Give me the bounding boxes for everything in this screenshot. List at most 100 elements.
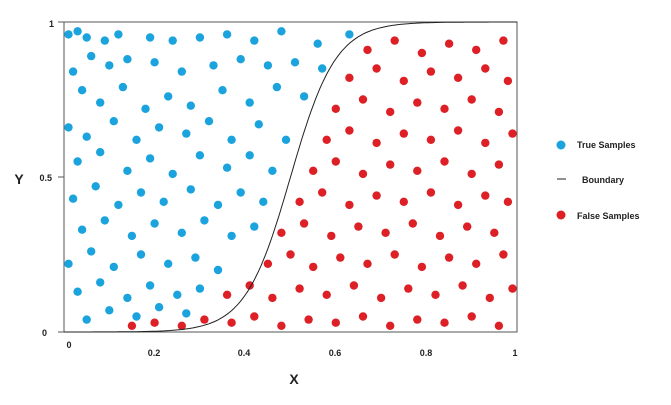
false-sample-point-6 [277,321,286,330]
false-sample-point-21 [376,293,386,303]
false-sample-point-45 [490,228,499,237]
legend-true-marker [556,140,566,150]
x-tick-label-0-4: 0.4 [238,348,251,358]
false-sample-point-40 [354,222,363,231]
true-sample-point-17 [150,58,159,67]
false-sample-point-19 [322,290,331,299]
false-sample-point-0 [127,321,137,330]
false-sample-point-48 [345,200,354,210]
false-sample-point-88 [444,39,454,48]
false-sample-point-65 [372,138,381,148]
true-sample-point-29 [186,101,195,110]
true-sample-point-62 [77,225,87,234]
true-sample-point-24 [77,86,87,95]
true-sample-point-87 [182,309,191,318]
false-sample-point-67 [426,135,436,144]
false-sample-point-36 [499,250,508,259]
false-sample-point-35 [472,259,481,268]
false-sample-point-66 [399,129,408,138]
true-sample-point-16 [123,55,132,64]
false-sample-point-75 [440,104,449,114]
true-sample-point-78 [96,278,105,287]
true-sample-point-9 [250,36,259,45]
true-sample-point-26 [118,82,128,92]
false-sample-point-44 [463,222,472,231]
false-sample-point-27 [263,259,273,268]
false-sample-point-50 [399,197,408,206]
false-sample-point-13 [467,312,476,321]
false-sample-point-90 [499,36,508,45]
false-sample-point-74 [413,98,422,107]
x-tick-label-0-8: 0.8 [420,348,433,358]
x-tick-label-0-2: 0.2 [148,348,161,358]
false-sample-point-69 [481,138,490,148]
false-sample-point-41 [381,228,390,237]
true-sample-point-34 [64,123,73,132]
false-sample-point-22 [404,284,413,293]
true-sample-point-43 [281,135,291,144]
true-sample-point-1 [73,27,82,36]
false-sample-point-84 [503,76,513,86]
true-sample-point-72 [109,262,119,272]
false-sample-point-63 [322,135,331,144]
true-sample-point-55 [114,200,123,210]
true-sample-point-67 [200,216,209,225]
true-sample-point-14 [87,51,96,61]
true-sample-point-36 [109,117,119,126]
false-sample-point-32 [390,250,399,259]
false-sample-point-52 [453,200,463,210]
false-sample-point-12 [440,318,449,327]
true-sample-point-47 [145,154,155,163]
false-sample-point-71 [331,104,340,114]
true-sample-point-74 [164,259,173,268]
true-sample-point-25 [96,98,105,107]
true-sample-point-44 [73,157,82,166]
true-sample-point-2 [82,33,91,42]
true-sample-point-11 [313,39,322,48]
false-sample-point-76 [467,95,476,104]
true-sample-point-21 [263,61,273,70]
true-sample-point-80 [145,281,155,290]
false-sample-point-85 [363,45,372,55]
true-sample-point-54 [91,182,100,191]
false-sample-point-29 [309,262,318,272]
false-sample-point-18 [295,284,304,293]
false-sample-point-11 [413,315,422,324]
true-sample-point-77 [73,287,82,296]
true-sample-point-86 [154,303,164,312]
false-sample-point-28 [286,250,295,259]
false-sample-point-38 [299,219,309,228]
true-sample-point-64 [127,231,137,241]
legend-boundary-label: Boundary [582,175,624,185]
false-sample-point-61 [467,169,476,179]
true-sample-point-10 [277,27,286,36]
true-sample-point-4 [114,30,123,39]
false-sample-point-77 [494,107,504,117]
false-sample-point-33 [417,262,427,272]
false-sample-point-73 [386,107,395,117]
true-sample-point-7 [195,33,205,42]
false-sample-point-16 [245,281,254,290]
true-sample-point-38 [154,123,164,132]
legend-true-label: True Samples [577,140,636,150]
true-sample-point-30 [218,86,227,95]
true-sample-point-75 [191,253,200,262]
false-sample-point-58 [386,160,395,169]
false-sample-point-55 [309,166,318,175]
true-sample-point-20 [236,55,245,64]
false-sample-point-70 [508,129,517,138]
false-sample-point-86 [390,36,399,45]
true-sample-point-5 [145,33,155,42]
true-sample-point-65 [150,219,159,228]
true-sample-point-53 [68,194,78,203]
true-sample-point-71 [87,247,96,256]
true-sample-point-3 [100,36,110,45]
false-sample-point-4 [227,318,236,327]
false-sample-point-51 [426,188,436,197]
false-sample-point-30 [336,253,345,262]
false-sample-point-49 [372,191,381,200]
false-sample-point-43 [435,231,445,241]
true-sample-point-82 [195,284,205,293]
true-sample-point-60 [236,188,245,197]
